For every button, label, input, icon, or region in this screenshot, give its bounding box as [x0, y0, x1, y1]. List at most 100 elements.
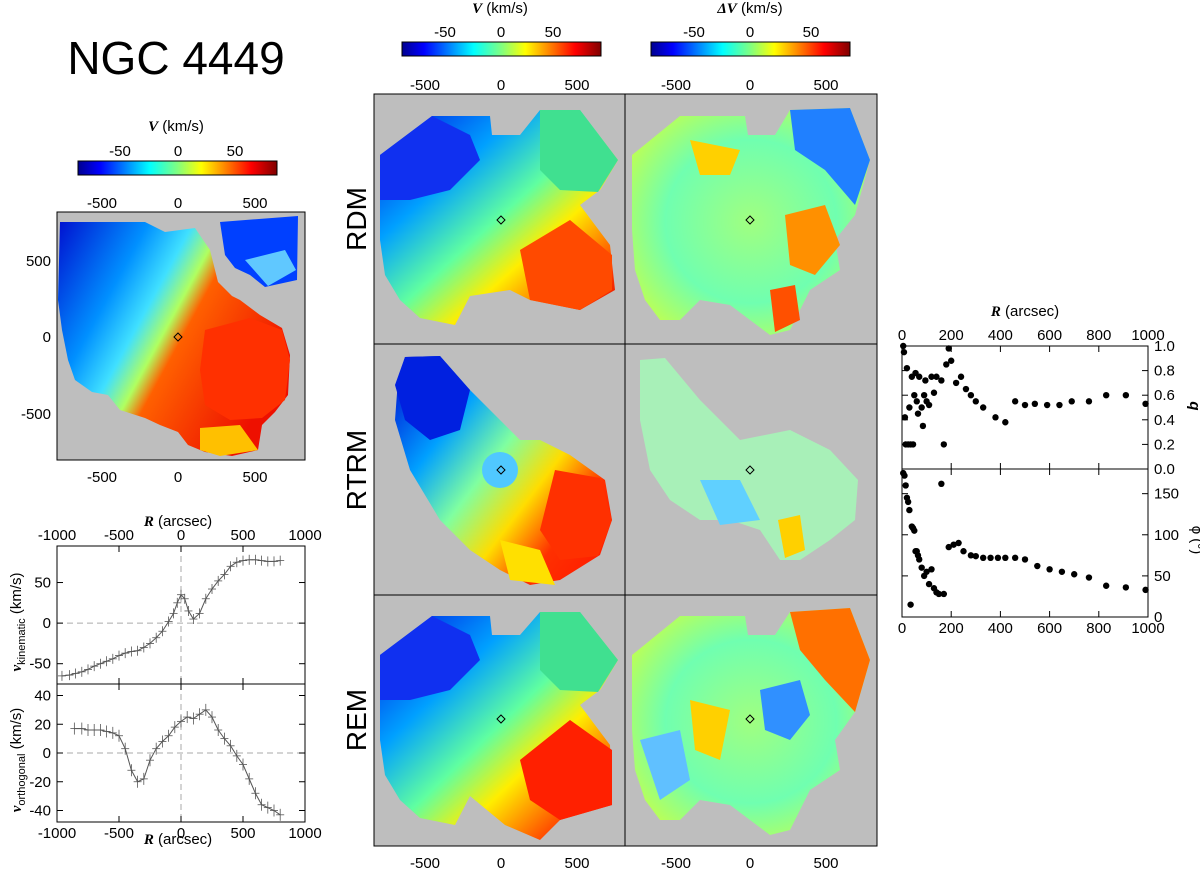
- row-label-rtrm: RTRM: [341, 430, 372, 510]
- data-point: [903, 364, 911, 372]
- tick-label: 500: [813, 77, 838, 94]
- data-point: [955, 539, 962, 547]
- colorbar-residual-label: ΔV (km/s): [716, 0, 782, 17]
- profile-kinematic-ylabel: vkinematic (km/s): [8, 573, 28, 672]
- x-tick-label: 0: [177, 527, 185, 544]
- colorbar-tick: 50: [803, 24, 820, 41]
- y-tick-label: 0: [43, 615, 51, 632]
- plot-q: 0 200 400 600 800 1000 0.0 0.2 0.4 0.6 0.8 1.0: [898, 327, 1175, 478]
- series-line: [74, 709, 281, 816]
- y-tick-label: 0.6: [1154, 387, 1175, 404]
- data-point: [901, 472, 908, 479]
- data-point: [967, 552, 975, 559]
- colorbar-tick: 50: [545, 24, 562, 41]
- tick-label: 0: [746, 855, 754, 869]
- data-point: [979, 554, 987, 561]
- x-tick-label: 800: [1086, 327, 1111, 344]
- colorbar-observed-gradient: [77, 160, 278, 176]
- data-point: [1056, 401, 1063, 409]
- map-residual-patch: [690, 700, 730, 760]
- colorbar-model-label: V (km/s): [472, 0, 528, 17]
- data-point: [1102, 392, 1110, 399]
- data-point: [948, 357, 955, 364]
- map-residual-patch: [760, 680, 810, 740]
- map-residual-patch: [770, 285, 800, 332]
- galaxy-center-marker: [745, 215, 755, 225]
- data-point: [979, 404, 987, 411]
- map-grid-ticks: -500 0 500 -500 0 500 -500 0 500 -500 0 …: [410, 77, 839, 869]
- galaxy-center-marker: [173, 332, 183, 342]
- profile-orthogonal-ylabel: vorthogonal (km/s): [8, 708, 28, 813]
- colorbar-observed-ticks: -50 0 50: [109, 143, 243, 160]
- tick-label: 500: [564, 855, 589, 869]
- tick-label: -500: [661, 855, 691, 869]
- data-point: [901, 414, 909, 421]
- tick-label: -500: [410, 77, 440, 94]
- colorbar-tick: 0: [746, 24, 754, 41]
- row-label-rdm: RDM: [341, 187, 372, 251]
- x-tick-label: 500: [230, 527, 255, 544]
- data-point: [918, 404, 925, 411]
- data-point: [938, 377, 945, 384]
- data-point: [916, 373, 923, 380]
- data-point: [1068, 398, 1075, 405]
- map-velocity-patch: [482, 452, 518, 488]
- plot-v-orthogonal: -1000 -500 0 500 1000 40 20 0 -20 -40: [29, 683, 322, 842]
- tick-label: 0: [746, 77, 754, 94]
- colorbar-tick: 0: [174, 143, 182, 160]
- map-velocity-patch: [520, 220, 612, 310]
- data-point: [994, 554, 1002, 561]
- data-point: [1021, 556, 1029, 563]
- y-tick-label: -20: [29, 774, 51, 791]
- map-residual-patch: [790, 608, 870, 712]
- x-tick-label: -1000: [38, 527, 76, 544]
- y-tick-label: 0.4: [1154, 412, 1175, 429]
- colorbar-residual-ticks: -50 0 50: [683, 24, 819, 41]
- data-point: [928, 373, 935, 380]
- galaxy-center-marker: [496, 465, 506, 475]
- data-point: [962, 385, 970, 393]
- tick-label: -500: [21, 406, 51, 423]
- x-tick-label: 200: [939, 620, 964, 637]
- tick-label: 500: [564, 77, 589, 94]
- data-point: [1002, 419, 1009, 426]
- x-tick-label: 0: [898, 327, 906, 344]
- map-velocity-patch: [395, 356, 470, 440]
- rtrm-model-map: [395, 356, 612, 585]
- map-velocity-patch: [380, 616, 480, 700]
- data-point: [992, 414, 999, 421]
- data-point: [916, 556, 923, 563]
- data-point: [906, 404, 913, 411]
- data-point: [925, 401, 933, 409]
- data-point: [957, 373, 965, 380]
- data-point: [935, 590, 943, 598]
- map-residual-patch: [690, 140, 740, 175]
- colorbar-model: V (km/s) -50 0 50: [401, 0, 602, 57]
- tick-label: 0: [43, 329, 51, 346]
- data-point: [960, 548, 967, 555]
- data-point: [945, 543, 952, 551]
- x-tick-label: 1000: [1131, 327, 1164, 344]
- data-point: [952, 379, 960, 387]
- map-velocity-patch: [200, 318, 290, 420]
- data-point: [987, 554, 994, 561]
- y-tick-label: 0: [43, 745, 51, 762]
- data-point: [950, 541, 957, 548]
- data-point: [1011, 398, 1019, 405]
- data-point: [940, 441, 948, 448]
- x-tick-label: 0: [898, 620, 906, 637]
- data-point: [1002, 554, 1009, 561]
- data-point: [972, 552, 979, 560]
- y-tick-label: 50: [34, 575, 51, 592]
- colorbar-model-ticks: -50 0 50: [434, 24, 561, 41]
- x-tick-label: 1000: [1131, 620, 1164, 637]
- data-point: [913, 398, 920, 405]
- data-point: [972, 398, 979, 405]
- map-residual-patch: [640, 730, 690, 800]
- data-point: [906, 506, 913, 514]
- x-tick-label: 0: [177, 825, 185, 842]
- tick-label: -500: [87, 469, 117, 486]
- colorbar-tick: -50: [683, 24, 705, 41]
- tick-label: -500: [410, 855, 440, 869]
